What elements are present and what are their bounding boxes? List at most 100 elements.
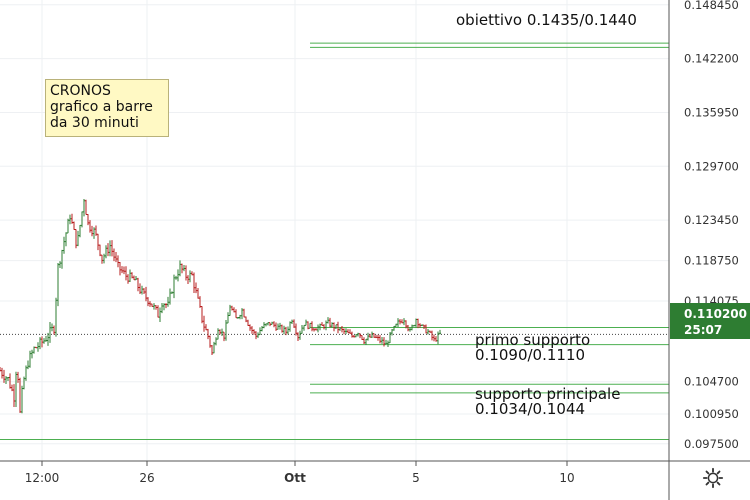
ohlc-bar[interactable] <box>381 337 383 344</box>
ohlc-bar[interactable] <box>215 337 217 346</box>
ohlc-bar[interactable] <box>351 331 353 338</box>
ohlc-bar[interactable] <box>345 328 347 335</box>
ohlc-bar[interactable] <box>399 319 401 325</box>
ohlc-bar[interactable] <box>49 322 51 343</box>
ohlc-bar[interactable] <box>45 335 47 342</box>
ohlc-bar[interactable] <box>347 329 349 334</box>
ohlc-bar[interactable] <box>249 324 251 331</box>
ohlc-bar[interactable] <box>407 325 409 332</box>
ohlc-bar[interactable] <box>81 211 83 228</box>
ohlc-bar[interactable] <box>429 330 431 333</box>
ohlc-bar[interactable] <box>217 328 219 340</box>
ohlc-bar[interactable] <box>359 333 361 339</box>
ohlc-bar[interactable] <box>355 334 357 338</box>
ohlc-bar[interactable] <box>163 303 165 311</box>
ohlc-bar[interactable] <box>331 322 333 328</box>
ohlc-bar[interactable] <box>367 332 369 341</box>
ohlc-bar[interactable] <box>117 255 119 268</box>
ohlc-bar[interactable] <box>131 272 133 279</box>
ohlc-bar[interactable] <box>5 376 7 385</box>
ohlc-bar[interactable] <box>59 261 61 268</box>
ohlc-bar[interactable] <box>201 306 203 324</box>
ohlc-bar[interactable] <box>155 305 157 310</box>
ohlc-bar[interactable] <box>287 326 289 335</box>
ohlc-bar[interactable] <box>51 323 53 332</box>
ohlc-bar[interactable] <box>323 324 325 330</box>
ohlc-bar[interactable] <box>67 218 69 234</box>
ohlc-bar[interactable] <box>115 251 117 263</box>
ohlc-bar[interactable] <box>147 297 149 307</box>
ohlc-bar[interactable] <box>27 360 29 370</box>
ohlc-bar[interactable] <box>293 319 295 328</box>
ohlc-bar[interactable] <box>209 335 211 348</box>
ohlc-bar[interactable] <box>395 323 397 327</box>
ohlc-bar[interactable] <box>221 328 223 336</box>
ohlc-bar[interactable] <box>279 322 281 330</box>
price-axis[interactable]: 0.148450 0.142200 0.135950 0.129700 0.123450… <box>684 0 739 451</box>
ohlc-bar[interactable] <box>271 321 273 325</box>
ohlc-bar[interactable] <box>299 330 301 340</box>
ohlc-bar[interactable] <box>325 320 327 331</box>
ohlc-bar[interactable] <box>61 249 63 269</box>
ohlc-bar[interactable] <box>123 266 125 275</box>
ohlc-bar[interactable] <box>193 272 195 293</box>
ohlc-bar[interactable] <box>197 288 199 299</box>
ohlc-bar[interactable] <box>231 305 233 311</box>
ohlc-bar[interactable] <box>415 318 417 328</box>
ohlc-bar[interactable] <box>25 365 27 381</box>
ohlc-bar[interactable] <box>213 341 215 354</box>
ohlc-bar[interactable] <box>31 349 33 359</box>
ohlc-bar[interactable] <box>199 296 201 308</box>
ohlc-bar[interactable] <box>239 314 241 320</box>
ohlc-bar[interactable] <box>377 334 379 341</box>
ohlc-bar[interactable] <box>219 329 221 335</box>
ohlc-bar[interactable] <box>241 308 243 320</box>
ohlc-bar[interactable] <box>77 230 79 247</box>
ohlc-bar[interactable] <box>109 240 111 257</box>
ohlc-bar[interactable] <box>91 225 93 237</box>
ohlc-bar[interactable] <box>333 322 335 332</box>
ohlc-bar[interactable] <box>173 274 175 299</box>
ohlc-bar[interactable] <box>327 317 329 324</box>
ohlc-bar[interactable] <box>211 345 213 355</box>
time-axis[interactable]: 12:00 26 Ott 5 10 <box>25 461 575 485</box>
ohlc-bar[interactable] <box>371 331 373 339</box>
ohlc-bar[interactable] <box>101 254 103 264</box>
ohlc-bar[interactable] <box>159 307 161 322</box>
ohlc-bar[interactable] <box>237 316 239 319</box>
ohlc-bar[interactable] <box>297 332 299 342</box>
ohlc-bar[interactable] <box>393 325 395 331</box>
ohlc-bar[interactable] <box>435 336 437 342</box>
ohlc-bar[interactable] <box>317 324 319 333</box>
ohlc-bar[interactable] <box>431 330 433 341</box>
ohlc-bar[interactable] <box>265 323 267 327</box>
ohlc-bar[interactable] <box>157 305 159 318</box>
ohlc-bar[interactable] <box>129 269 131 282</box>
ohlc-bar[interactable] <box>149 301 151 307</box>
ohlc-bar[interactable] <box>315 327 317 331</box>
ohlc-bar[interactable] <box>307 321 309 330</box>
ohlc-bar[interactable] <box>365 338 367 345</box>
ohlc-bar[interactable] <box>175 275 177 280</box>
ohlc-bar[interactable] <box>65 232 67 247</box>
ohlc-bar[interactable] <box>411 324 413 331</box>
ohlc-bar[interactable] <box>191 271 193 276</box>
ohlc-bar[interactable] <box>225 319 227 341</box>
ohlc-bar[interactable] <box>11 384 13 392</box>
ohlc-bar[interactable] <box>409 327 411 332</box>
ohlc-bar[interactable] <box>263 322 265 329</box>
ohlc-bar[interactable] <box>111 240 113 257</box>
ohlc-bar[interactable] <box>243 308 245 318</box>
ohlc-bar[interactable] <box>125 266 127 281</box>
ohlc-bar[interactable] <box>169 288 171 305</box>
ohlc-bar[interactable] <box>417 318 419 329</box>
ohlc-bar[interactable] <box>83 199 85 217</box>
ohlc-bar[interactable] <box>29 350 31 368</box>
ohlc-bar[interactable] <box>349 329 351 334</box>
ohlc-bar[interactable] <box>3 369 5 383</box>
ohlc-bar[interactable] <box>23 376 25 390</box>
ohlc-bar[interactable] <box>97 233 99 251</box>
ohlc-bar[interactable] <box>121 266 123 274</box>
ohlc-bar[interactable] <box>405 320 407 329</box>
ohlc-bar[interactable] <box>143 288 145 294</box>
